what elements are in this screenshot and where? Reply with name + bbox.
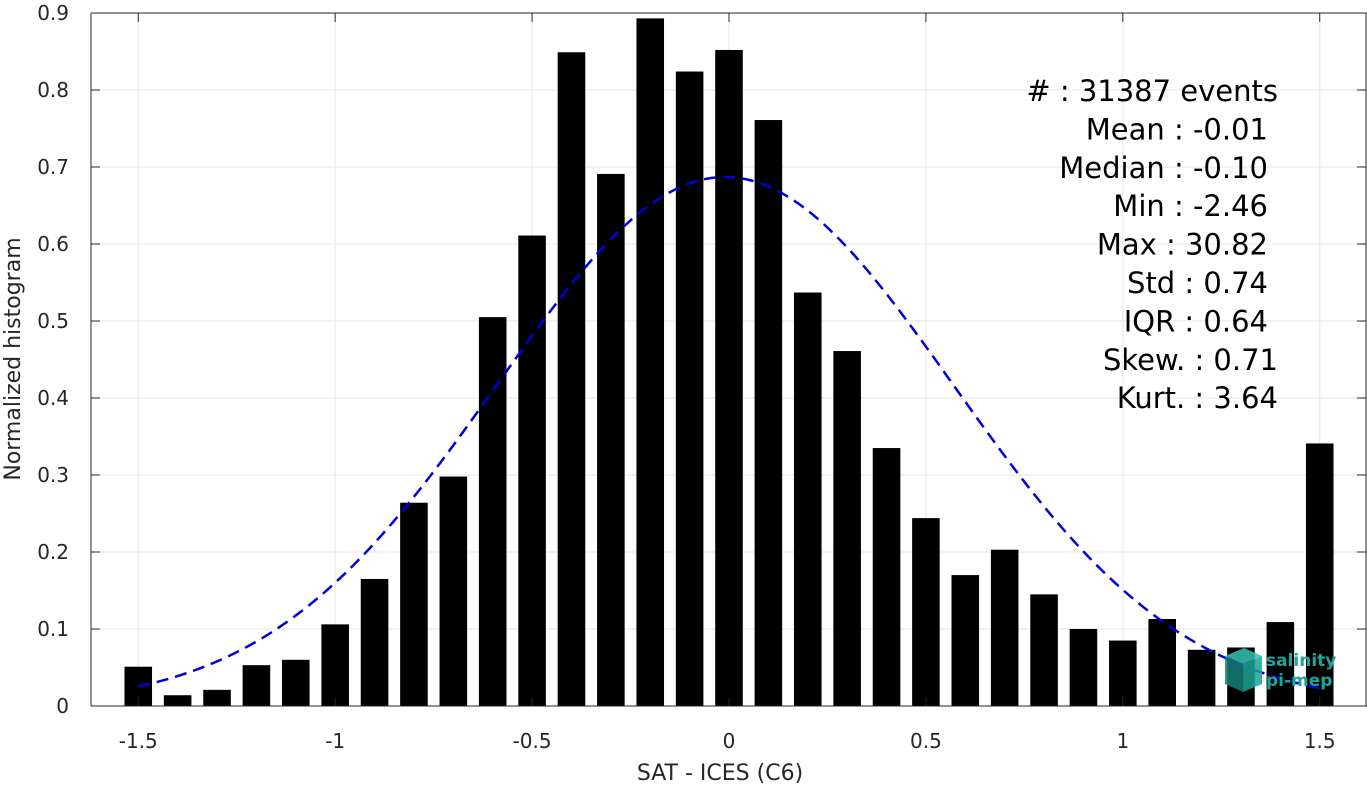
salinity-pimep-logo: salinity pi-mep <box>1225 648 1336 692</box>
y-tick-label: 0.2 <box>37 540 69 564</box>
histogram-bar <box>1030 594 1058 706</box>
histogram-bar <box>1305 443 1334 706</box>
stats-line: # : 31387 events <box>1026 74 1278 108</box>
logo-line2: pi-mep <box>1266 671 1332 691</box>
y-tick-label: 0.5 <box>37 309 69 333</box>
stats-line: IQR : 0.64 <box>1124 304 1268 338</box>
stats-line: Max : 30.82 <box>1097 228 1268 262</box>
stats-line: Std : 0.74 <box>1127 266 1268 300</box>
stats-line: Kurt. : 3.64 <box>1117 381 1278 415</box>
histogram-bar <box>321 624 349 706</box>
x-tick-label: 0 <box>723 729 736 753</box>
y-tick-label: 0 <box>56 694 69 718</box>
y-tick-label: 0.1 <box>37 617 69 641</box>
histogram-bar <box>675 71 704 706</box>
histogram-bar <box>478 317 507 706</box>
y-tick-label: 0.4 <box>37 386 69 410</box>
histogram-bar <box>242 665 271 706</box>
x-tick-label: -0.5 <box>513 729 552 753</box>
y-tick-label: 0.9 <box>37 1 69 25</box>
x-tick-label: -1 <box>325 729 345 753</box>
histogram-bar <box>439 476 468 706</box>
normal-fit-curve <box>137 175 1320 690</box>
histogram-bar <box>754 120 783 706</box>
x-axis-label: SAT - ICES (C6) <box>637 761 803 785</box>
stats-line: Mean : -0.01 <box>1086 112 1268 146</box>
histogram-bar <box>872 448 901 706</box>
logo-line1: salinity <box>1266 651 1336 671</box>
stats-box: # : 31387 events Mean : -0.01 Median : -0.… <box>1026 74 1278 415</box>
histogram-bar <box>1187 649 1216 706</box>
histogram-bar <box>715 49 743 706</box>
x-tick-label: 1 <box>1116 729 1129 753</box>
x-tick-labels: -1.5 -1 -0.5 0 0.5 1 1.5 <box>119 729 1336 753</box>
histogram-bar <box>1266 622 1295 706</box>
stats-line: Median : -0.10 <box>1059 151 1268 185</box>
histogram-bar <box>163 695 192 706</box>
stats-line: Skew. : 0.71 <box>1103 343 1278 377</box>
cube-icon <box>1225 648 1262 692</box>
histogram-bar <box>636 18 665 706</box>
y-tick-label: 0.3 <box>37 463 69 487</box>
histogram-bar <box>400 502 428 706</box>
histogram-bar <box>1109 640 1137 706</box>
histogram-bar <box>557 52 586 706</box>
histogram-bar <box>951 575 980 706</box>
y-axis-label: Normalized histogram <box>1 237 26 480</box>
histogram-bar <box>1069 629 1098 706</box>
y-tick-label: 0.6 <box>37 232 69 256</box>
bars <box>124 18 1334 706</box>
histogram-bar <box>203 689 231 706</box>
histogram-bar <box>990 549 1019 706</box>
x-tick-label: 1.5 <box>1304 729 1336 753</box>
histogram-bar <box>1148 618 1176 706</box>
histogram-bar <box>518 235 546 706</box>
x-tick-label: 0.5 <box>910 729 942 753</box>
x-tick-label: -1.5 <box>119 729 158 753</box>
histogram-bar <box>360 578 389 706</box>
y-tick-label: 0.7 <box>37 155 69 179</box>
axes <box>90 12 1367 707</box>
histogram-bar <box>833 351 861 706</box>
y-tick-labels: 0 0.1 0.2 0.3 0.4 0.5 0.6 0.7 0.8 0.9 <box>37 1 69 718</box>
histogram-bar <box>793 292 822 706</box>
y-tick-label: 0.8 <box>37 78 69 102</box>
stats-line: Min : -2.46 <box>1113 189 1268 223</box>
histogram-bar <box>912 518 940 706</box>
histogram-bar <box>282 659 310 706</box>
histogram-bar <box>597 173 625 706</box>
